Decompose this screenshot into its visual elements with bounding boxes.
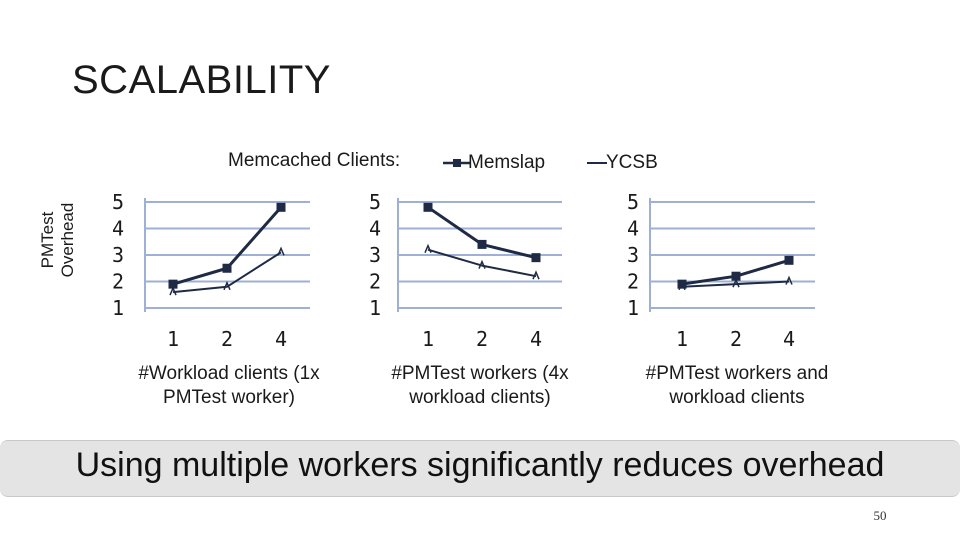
chart-1-point-ycsb xyxy=(223,280,231,291)
chart-2-series-ycsb-line xyxy=(427,248,537,278)
chart-2-ytick-label: 2 xyxy=(369,270,381,294)
chart-2-point-ycsb xyxy=(478,259,486,269)
chart-3-point-ycsb xyxy=(678,280,686,291)
chart-2-point-memslap xyxy=(477,239,487,249)
chart-1-xtick-label: 1 xyxy=(167,327,179,351)
legend-prefix: Memcached Clients: xyxy=(228,150,401,171)
chart-3-ytick-label: 5 xyxy=(627,190,639,214)
legend-ycsb-marker xyxy=(587,162,607,164)
chart-1-point-memslap xyxy=(168,279,178,289)
legend-ycsb-label: YCSB xyxy=(606,152,658,173)
takeaway-text: Using multiple workers significantly red… xyxy=(75,446,885,484)
legend-memslap-label: Memslap xyxy=(468,152,546,173)
chart-2-xtick-label: 2 xyxy=(476,327,488,351)
chart-3-point-memslap xyxy=(784,255,794,265)
chart-3-xtick-label: 2 xyxy=(730,327,742,351)
chart-1-ytick-label: 3 xyxy=(112,243,124,267)
chart-2-point-memslap xyxy=(423,202,433,212)
chart-3-ytick-label: 2 xyxy=(627,270,639,294)
chart-3-series-ycsb-line xyxy=(681,280,790,288)
chart-2-ytick-label: 3 xyxy=(369,243,381,267)
chart-1-ytick-label: 2 xyxy=(112,270,124,294)
chart-2-series-memslap-line xyxy=(427,206,537,260)
chart-3-xlabel: #PMTest workers and workload clients xyxy=(645,363,829,408)
chart-1-ytick-label: 4 xyxy=(112,217,124,241)
chart-1-ytick-label: 5 xyxy=(112,190,124,214)
chart-3-point-ycsb xyxy=(785,275,793,285)
chart-2-point-ycsb xyxy=(424,243,432,253)
chart-1-xtick-label: 2 xyxy=(221,327,233,351)
chart-2-point-memslap xyxy=(531,253,541,263)
chart-2-ytick-label: 5 xyxy=(369,190,381,214)
slide-title: SCALABILITY xyxy=(72,58,331,102)
chart-2-point-ycsb xyxy=(532,270,540,280)
chart-1-point-memslap xyxy=(276,202,286,212)
chart-2-ytick-label: 1 xyxy=(369,296,381,320)
chart-3-ytick-label: 1 xyxy=(627,296,639,320)
chart-3-xtick-label: 4 xyxy=(783,327,795,351)
chart-3-ytick-label: 3 xyxy=(627,243,639,267)
chart-1-xlabel: #Workload clients (1x PMTest worker) xyxy=(138,363,320,408)
takeaway-banner xyxy=(0,440,960,497)
chart-2-ytick-label: 4 xyxy=(369,217,381,241)
chart-3-point-memslap xyxy=(731,271,741,281)
chart-1-point-memslap xyxy=(222,263,232,273)
chart-3-xtick-label: 1 xyxy=(676,327,688,351)
chart-1-point-ycsb xyxy=(277,246,285,256)
chart-1-ytick-label: 1 xyxy=(112,296,124,320)
chart-3-point-ycsb xyxy=(732,278,740,288)
chart-1-xtick-label: 4 xyxy=(275,327,287,351)
chart-1-point-ycsb xyxy=(169,286,177,296)
chart-3-ytick-label: 4 xyxy=(627,217,639,241)
chart-2-xtick-label: 4 xyxy=(530,327,542,351)
chart-2-xlabel: #PMTest workers (4x workload clients) xyxy=(391,363,569,408)
chart-1-series-ycsb-line xyxy=(172,251,282,294)
legend-memslap-marker xyxy=(443,159,471,167)
chart-2-xtick-label: 1 xyxy=(422,327,434,351)
page-number: 50 xyxy=(873,508,887,523)
